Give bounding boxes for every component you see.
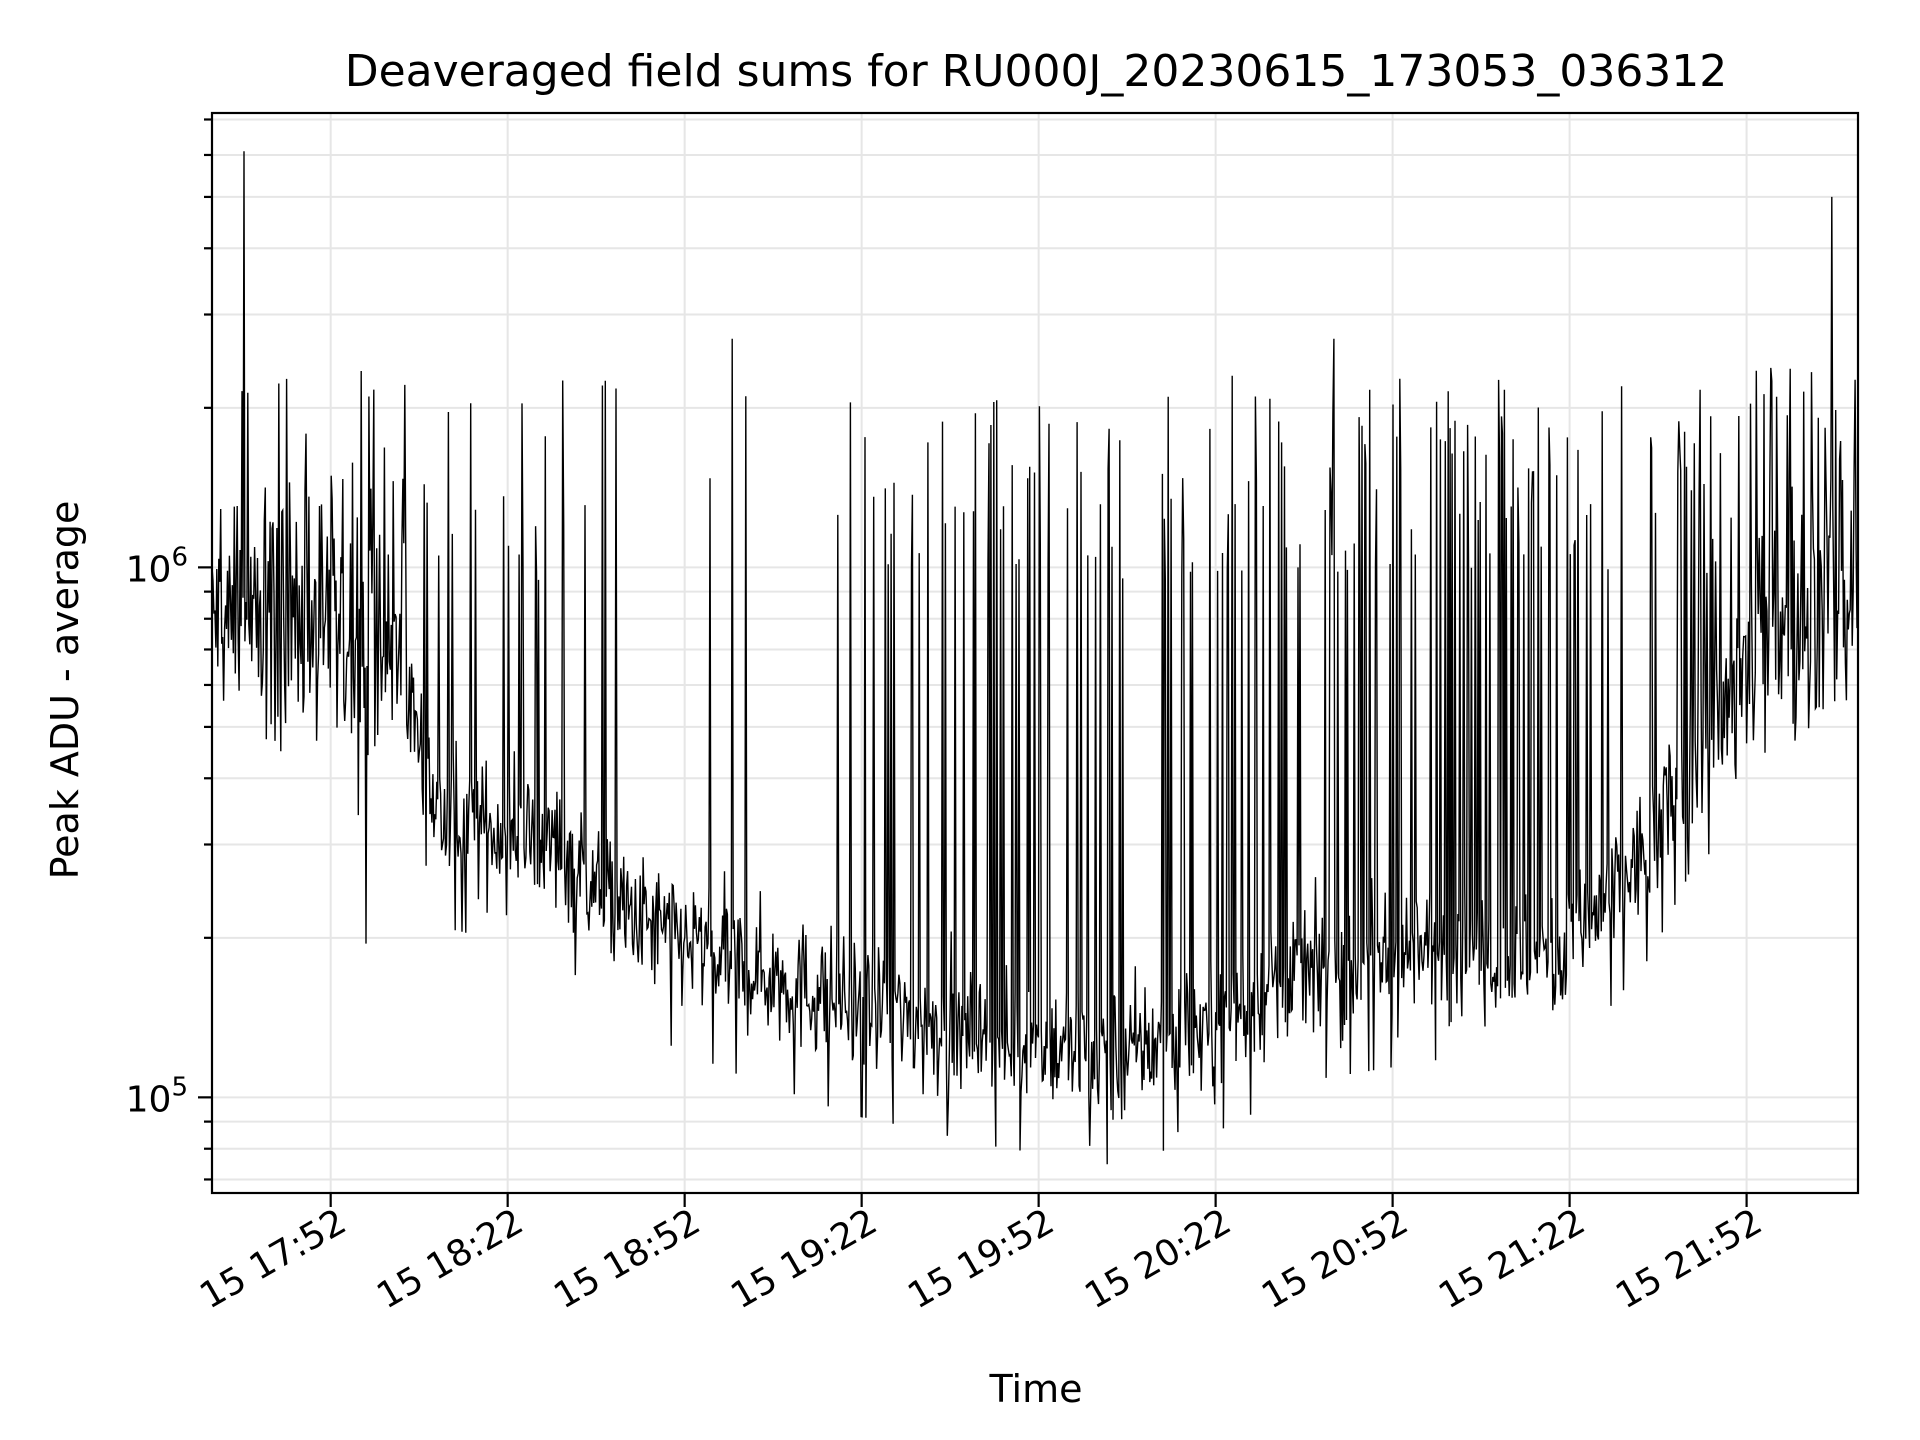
y-tick-label: 105 [126,1072,188,1120]
x-axis-label: Time [989,1367,1083,1411]
chart-title: Deaveraged field sums for RU000J_2023061… [345,46,1728,97]
series-line [212,151,1858,1165]
y-axis: 105 106 [126,118,212,1181]
series-group [212,151,1858,1165]
y-axis-label: Peak ADU - average [43,501,87,880]
plot-frame [210,111,1860,1195]
y-tick-label: 106 [126,542,188,590]
